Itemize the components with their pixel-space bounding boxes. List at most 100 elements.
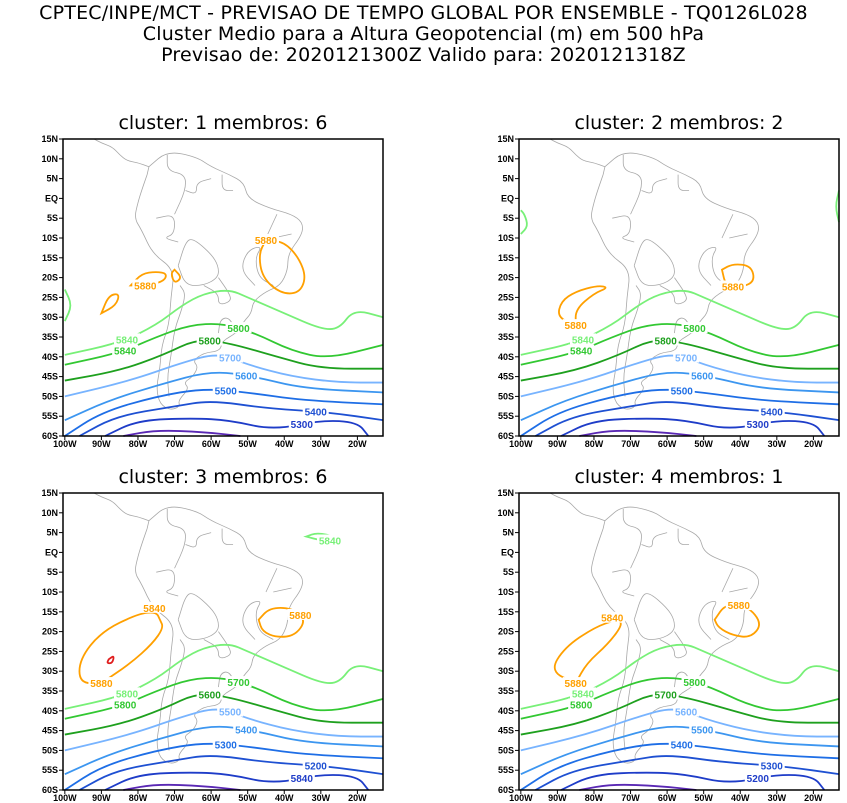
contour-5900	[106, 655, 115, 665]
header-line-1: CPTEC/INPE/MCT - PREVISAO DE TEMPO GLOBA…	[39, 2, 808, 24]
contour-5200	[104, 771, 370, 791]
lat-tick-label: 30S	[42, 666, 58, 676]
contour-5880	[257, 606, 304, 638]
panel-title-2: cluster: 2 membros: 2	[574, 112, 784, 134]
contour-label: 5700	[655, 691, 678, 702]
coastline-borders	[549, 138, 759, 410]
lat-tick-label: 30S	[498, 666, 514, 676]
lat-tick-label: 10N	[497, 508, 514, 518]
lon-tick-label: 50W	[238, 793, 257, 803]
lon-tick-label: 40W	[731, 439, 750, 449]
contour-5880	[553, 620, 622, 685]
lat-tick-label: 55S	[42, 765, 58, 775]
contour-5400	[64, 388, 384, 437]
lon-tick-label: 30W	[768, 439, 787, 449]
contour-label: 5400	[305, 407, 328, 418]
contour-label: 5200	[747, 774, 770, 785]
contour-5400	[520, 388, 840, 437]
lon-tick-label: 30W	[312, 793, 331, 803]
lat-tick-label: EQ	[45, 547, 58, 557]
contour-5400	[64, 742, 384, 791]
header-line-2: Cluster Medio para a Altura Geopotencial…	[142, 23, 705, 45]
lat-tick-label: 10N	[497, 154, 514, 164]
lat-tick-label: 5S	[503, 567, 514, 577]
lat-tick-label: 10N	[41, 508, 58, 518]
contour-5300	[79, 401, 384, 437]
lat-tick-label: 15N	[41, 134, 58, 144]
contour-label: 5840	[572, 335, 595, 346]
lat-tick-label: 10S	[498, 233, 514, 243]
contour-label: 5500	[691, 725, 714, 736]
contour-5100	[123, 783, 241, 791]
contour-label: 5400	[235, 725, 258, 736]
contour-label: 5840	[570, 346, 593, 357]
contour-5200	[560, 771, 826, 791]
contour-label: 5880	[90, 679, 113, 690]
lon-tick-label: 70W	[165, 439, 184, 449]
contour-label: 5880	[728, 601, 751, 612]
contour-label: 5800	[683, 678, 706, 689]
contour-label: 5880	[289, 611, 312, 622]
lat-tick-label: 25S	[42, 292, 58, 302]
lat-tick-label: 20S	[42, 627, 58, 637]
lon-tick-label: 50W	[694, 793, 713, 803]
lat-tick-label: 50S	[42, 745, 58, 755]
contour-5880	[558, 285, 607, 327]
contour-label: 5840	[319, 537, 342, 548]
lat-tick-label: EQ	[45, 193, 58, 203]
lon-tick-label: 90W	[92, 793, 111, 803]
lat-tick-label: 25S	[498, 292, 514, 302]
contour-5300	[535, 401, 840, 437]
lat-tick-label: 50S	[498, 745, 514, 755]
lat-tick-label: 20S	[42, 273, 58, 283]
lat-tick-label: 5S	[503, 213, 514, 223]
lat-tick-label: 25S	[42, 646, 58, 656]
contour-label: 5800	[114, 700, 137, 711]
lat-tick-label: 25S	[498, 646, 514, 656]
lat-tick-label: 15N	[497, 134, 514, 144]
lat-tick-label: 40S	[42, 706, 58, 716]
lat-tick-label: 20S	[498, 273, 514, 283]
lon-tick-label: 60W	[658, 793, 677, 803]
coastline-borders	[549, 492, 759, 764]
lat-tick-label: 30S	[498, 312, 514, 322]
contour-5840	[520, 209, 528, 235]
panel-title-3: cluster: 3 membros: 6	[118, 466, 328, 488]
lat-tick-label: 40S	[42, 352, 58, 362]
contour-5500	[64, 725, 384, 775]
lat-tick-label: 60S	[498, 431, 514, 441]
contour-5200	[104, 417, 370, 437]
lon-tick-label: 20W	[804, 439, 823, 449]
contour-5840	[64, 289, 72, 322]
lat-tick-label: 5N	[502, 528, 514, 538]
contour-5200	[560, 417, 826, 437]
map-frame	[518, 138, 840, 437]
lat-tick-label: 35S	[498, 686, 514, 696]
lon-tick-label: 60W	[202, 793, 221, 803]
contour-label: 5840	[601, 614, 624, 625]
lat-tick-label: 55S	[42, 411, 58, 421]
lat-tick-label: 45S	[42, 726, 58, 736]
contour-label: 5200	[305, 761, 328, 772]
lat-tick-label: 15S	[498, 253, 514, 263]
lat-tick-label: EQ	[501, 193, 514, 203]
lon-tick-label: 40W	[275, 793, 294, 803]
contour-5800	[64, 323, 384, 366]
contour-label: 5800	[570, 700, 593, 711]
lat-tick-label: 15N	[497, 488, 514, 498]
contour-5880	[99, 293, 120, 316]
contour-label: 5800	[199, 337, 222, 348]
lat-tick-label: 5N	[502, 174, 514, 184]
lon-tick-label: 100W	[53, 439, 77, 449]
contour-5500	[520, 725, 840, 775]
map-panel-3: 5880 5880 5840 5840 5800 5800 5700 5600 5500 5400…	[41, 488, 384, 803]
lon-tick-label: 40W	[275, 439, 294, 449]
contour-5500	[520, 371, 840, 421]
contour-5400	[520, 742, 840, 791]
contour-label: 5700	[675, 354, 698, 365]
lon-tick-label: 80W	[585, 439, 604, 449]
lon-tick-label: 80W	[129, 439, 148, 449]
lon-tick-label: 60W	[202, 439, 221, 449]
lat-tick-label: 40S	[498, 352, 514, 362]
contour-5880	[713, 603, 760, 638]
